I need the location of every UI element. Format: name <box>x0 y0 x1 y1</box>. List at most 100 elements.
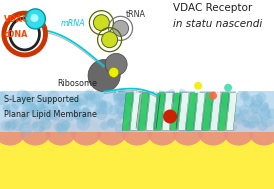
Circle shape <box>148 112 162 125</box>
Circle shape <box>109 105 119 116</box>
Circle shape <box>215 93 226 104</box>
Circle shape <box>222 99 233 110</box>
Circle shape <box>147 93 158 104</box>
Circle shape <box>178 119 189 129</box>
Circle shape <box>250 112 262 124</box>
Circle shape <box>68 100 81 113</box>
Circle shape <box>206 120 214 128</box>
Circle shape <box>148 114 159 125</box>
Circle shape <box>125 96 133 104</box>
Circle shape <box>258 121 268 131</box>
Circle shape <box>35 105 42 113</box>
Circle shape <box>95 102 108 115</box>
Circle shape <box>5 121 16 132</box>
Circle shape <box>197 118 211 131</box>
Circle shape <box>5 103 18 116</box>
Circle shape <box>178 120 189 131</box>
Circle shape <box>194 106 205 117</box>
Circle shape <box>132 120 142 131</box>
Circle shape <box>107 119 115 127</box>
Circle shape <box>247 121 255 129</box>
Circle shape <box>47 90 59 103</box>
Circle shape <box>29 104 38 113</box>
Circle shape <box>209 92 217 100</box>
Circle shape <box>139 117 146 124</box>
Text: tRNA: tRNA <box>126 10 146 19</box>
Circle shape <box>176 89 187 100</box>
Circle shape <box>113 93 126 106</box>
Circle shape <box>210 107 221 119</box>
Polygon shape <box>202 93 213 130</box>
Circle shape <box>96 99 107 110</box>
Ellipse shape <box>86 110 113 129</box>
Circle shape <box>32 109 39 116</box>
Circle shape <box>251 94 263 107</box>
Ellipse shape <box>96 119 127 146</box>
Circle shape <box>76 93 89 105</box>
Circle shape <box>22 101 35 113</box>
Circle shape <box>22 91 30 100</box>
Ellipse shape <box>198 119 229 146</box>
Polygon shape <box>130 93 141 130</box>
Ellipse shape <box>185 110 213 129</box>
Bar <box>0 91 274 132</box>
Polygon shape <box>178 93 189 130</box>
Ellipse shape <box>122 119 152 146</box>
Circle shape <box>33 109 44 120</box>
Circle shape <box>26 103 37 114</box>
Circle shape <box>239 105 249 115</box>
Ellipse shape <box>136 110 163 129</box>
Circle shape <box>99 101 113 115</box>
Circle shape <box>19 114 27 121</box>
Circle shape <box>116 104 130 118</box>
Circle shape <box>76 113 85 123</box>
Circle shape <box>100 122 109 130</box>
Circle shape <box>191 99 203 111</box>
Circle shape <box>261 115 274 128</box>
Circle shape <box>208 114 219 125</box>
Circle shape <box>54 123 63 132</box>
Circle shape <box>16 90 29 102</box>
Circle shape <box>61 105 68 112</box>
Circle shape <box>48 97 56 105</box>
Circle shape <box>210 94 219 104</box>
Circle shape <box>118 101 125 107</box>
Circle shape <box>157 115 165 123</box>
Circle shape <box>169 91 179 102</box>
Circle shape <box>119 93 133 107</box>
Circle shape <box>248 103 259 114</box>
Circle shape <box>206 103 216 113</box>
Circle shape <box>155 100 164 109</box>
Circle shape <box>135 113 147 126</box>
Text: cDNA: cDNA <box>4 30 28 39</box>
Circle shape <box>139 98 145 105</box>
Ellipse shape <box>173 119 203 146</box>
Circle shape <box>167 92 178 102</box>
Circle shape <box>186 115 198 127</box>
Polygon shape <box>154 93 165 130</box>
Circle shape <box>115 116 121 122</box>
Circle shape <box>115 124 125 134</box>
Text: VDAC: VDAC <box>4 15 29 24</box>
Circle shape <box>240 91 250 101</box>
Circle shape <box>19 95 30 106</box>
Circle shape <box>263 103 269 109</box>
Circle shape <box>20 110 29 119</box>
Circle shape <box>129 90 140 100</box>
Ellipse shape <box>210 110 238 129</box>
Text: in statu nascendi: in statu nascendi <box>173 19 262 29</box>
Circle shape <box>208 94 218 104</box>
Text: Ribosome: Ribosome <box>58 79 98 88</box>
Polygon shape <box>194 93 205 130</box>
Circle shape <box>58 99 66 107</box>
Circle shape <box>242 120 249 127</box>
Circle shape <box>44 112 53 121</box>
Ellipse shape <box>71 119 101 146</box>
Polygon shape <box>210 93 221 130</box>
Circle shape <box>36 94 48 105</box>
Circle shape <box>201 121 209 129</box>
Circle shape <box>154 90 167 103</box>
Ellipse shape <box>147 119 178 146</box>
Circle shape <box>32 122 39 128</box>
Circle shape <box>21 115 32 125</box>
